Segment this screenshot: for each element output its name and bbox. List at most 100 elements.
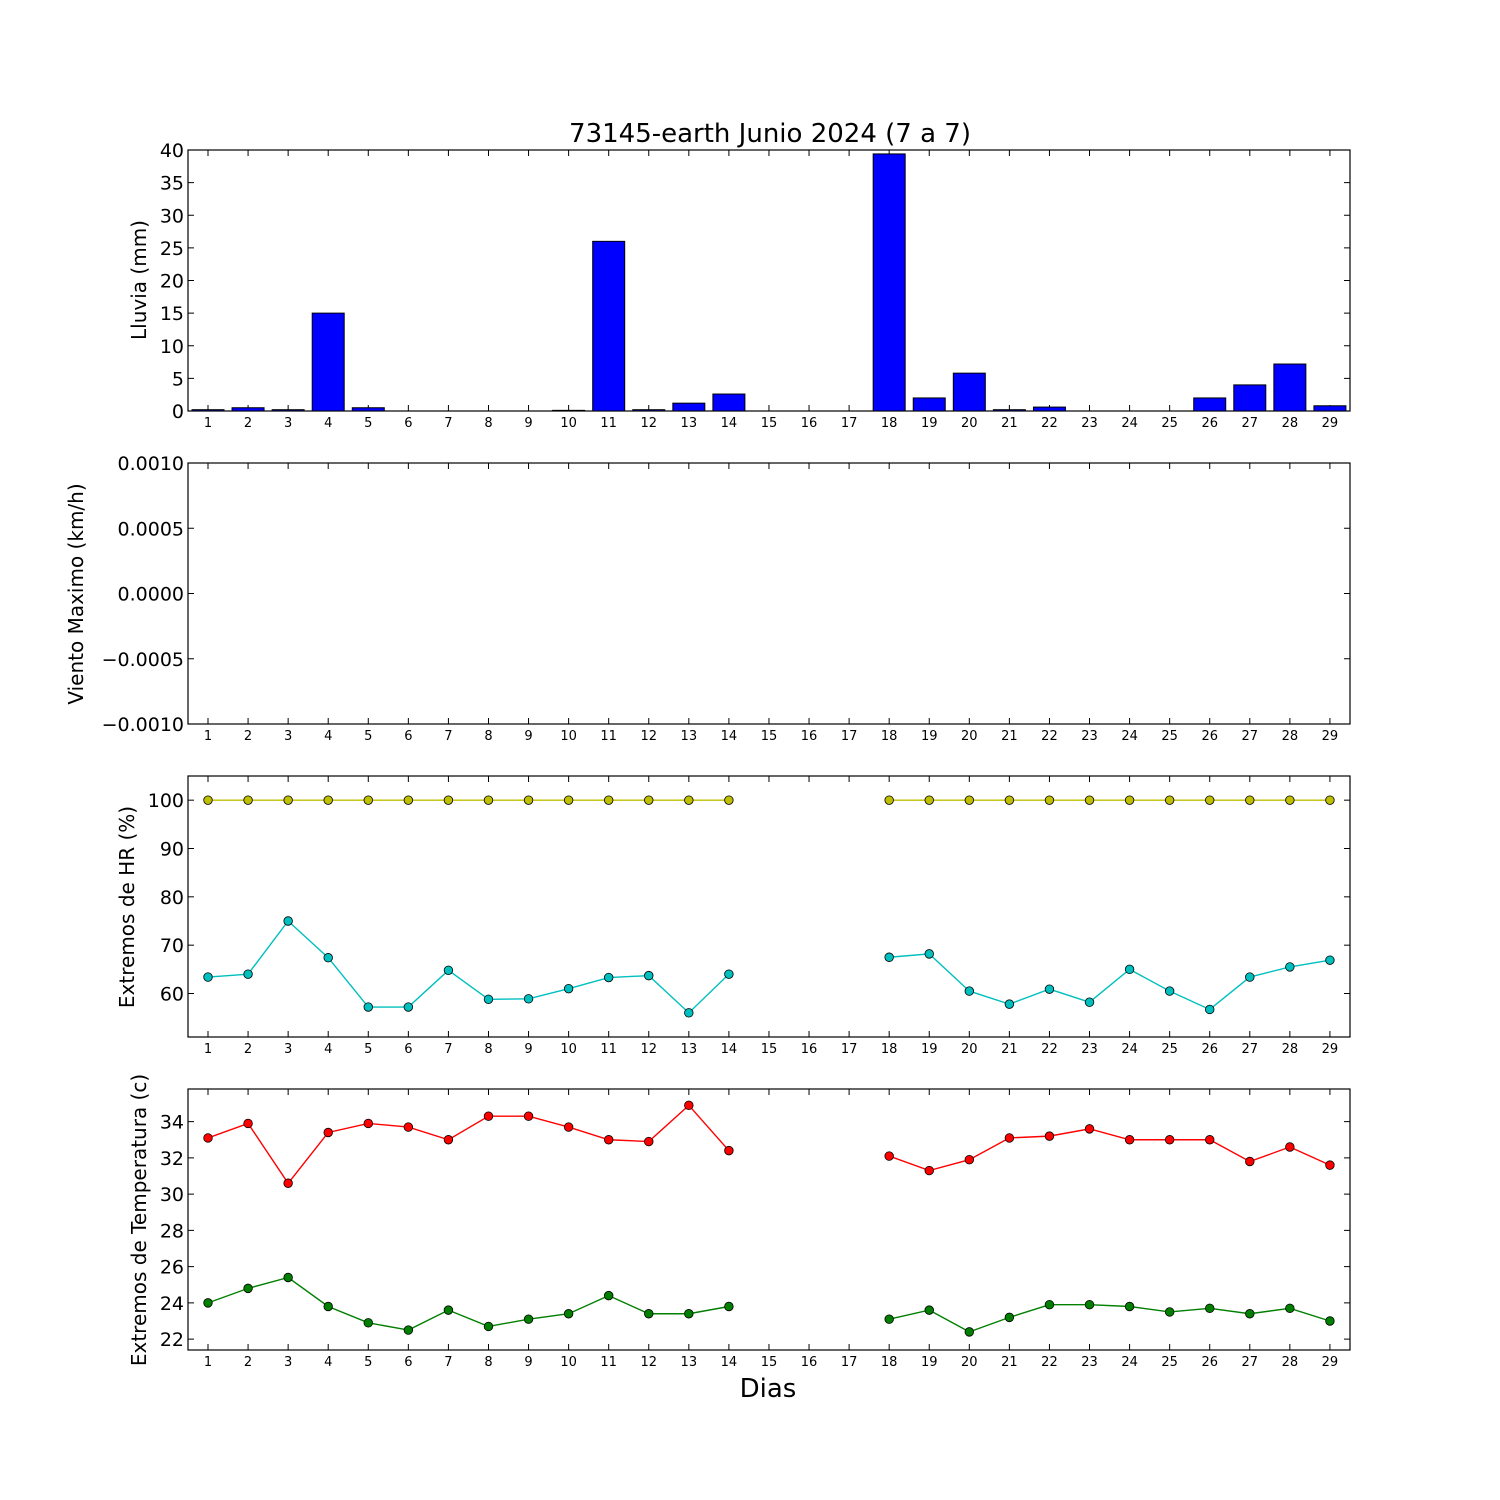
temperature-xtick-label: 4 bbox=[324, 1355, 332, 1370]
humidity-ytick-label: 100 bbox=[148, 790, 184, 812]
temperature-point bbox=[1124, 1301, 1135, 1312]
rain-bar bbox=[872, 153, 906, 412]
temperature-ytick-label: 32 bbox=[160, 1148, 184, 1170]
temperature-xtick-label: 7 bbox=[444, 1355, 452, 1370]
wind-xtick-label: 6 bbox=[404, 729, 412, 744]
rain-xtick-label: 6 bbox=[404, 416, 412, 431]
temperature-point bbox=[1084, 1124, 1095, 1134]
humidity-point bbox=[1245, 972, 1255, 982]
temperature-point bbox=[1285, 1142, 1295, 1152]
rain-xtick-label: 15 bbox=[761, 416, 778, 431]
temperature-point bbox=[1325, 1160, 1335, 1170]
rain-bar bbox=[632, 409, 666, 412]
wind-xtick-label: 17 bbox=[841, 729, 858, 744]
temperature-point bbox=[363, 1118, 373, 1129]
rain-bar bbox=[592, 240, 626, 412]
rain-xtick-label: 9 bbox=[524, 416, 532, 431]
temperature-xtick-label: 17 bbox=[841, 1355, 858, 1370]
temperature-xtick-label: 26 bbox=[1201, 1355, 1218, 1370]
temperature-point bbox=[1205, 1303, 1215, 1314]
rain-bar bbox=[552, 409, 586, 412]
temperature-ytick-label: 28 bbox=[160, 1220, 184, 1242]
humidity-xtick-label: 25 bbox=[1161, 1042, 1178, 1057]
humidity-point bbox=[964, 795, 975, 805]
humidity-point bbox=[563, 983, 574, 994]
temperature-point bbox=[1084, 1299, 1095, 1310]
temperature-xtick-label: 25 bbox=[1161, 1355, 1178, 1370]
temperature-xtick-label: 12 bbox=[640, 1355, 657, 1370]
humidity-point bbox=[283, 916, 293, 926]
humidity-point bbox=[924, 949, 934, 959]
humidity-xtick-label: 8 bbox=[484, 1042, 492, 1057]
humidity-point bbox=[684, 1008, 694, 1018]
rain-ytick-label: 25 bbox=[160, 238, 184, 260]
wind-xtick-label: 18 bbox=[881, 729, 898, 744]
humidity-ytick-label: 70 bbox=[160, 935, 184, 957]
temperature-point bbox=[323, 1127, 333, 1138]
wind-xtick-label: 2 bbox=[244, 729, 252, 744]
wind-ytick-label: 0.0005 bbox=[118, 518, 184, 540]
temperature-xtick-label: 1 bbox=[204, 1355, 212, 1370]
temperature-point bbox=[523, 1314, 534, 1324]
humidity-point bbox=[644, 795, 654, 805]
humidity-xtick-label: 16 bbox=[801, 1042, 818, 1057]
humidity-xtick-label: 19 bbox=[921, 1042, 938, 1057]
wind-ytick-label: −0.0005 bbox=[102, 649, 184, 671]
wind-xtick-label: 8 bbox=[484, 729, 492, 744]
wind-xtick-label: 14 bbox=[721, 729, 738, 744]
rain-xtick-label: 2 bbox=[244, 416, 252, 431]
temperature-ytick-label: 22 bbox=[160, 1329, 184, 1351]
wind-ytick-label: 0.0000 bbox=[118, 584, 184, 606]
wind-xtick-label: 10 bbox=[560, 729, 577, 744]
temperature-point bbox=[884, 1314, 894, 1324]
rain-ytick-label: 30 bbox=[160, 205, 184, 227]
temperature-point bbox=[1285, 1303, 1295, 1314]
temperature-point bbox=[443, 1305, 454, 1315]
rain-ytick-label: 0 bbox=[172, 401, 184, 423]
humidity-point bbox=[1325, 795, 1335, 805]
humidity-xtick-label: 4 bbox=[324, 1042, 332, 1057]
humidity-xtick-label: 7 bbox=[444, 1042, 452, 1057]
wind-xtick-label: 26 bbox=[1201, 729, 1218, 744]
temperature-point bbox=[203, 1298, 213, 1308]
wind-xtick-label: 23 bbox=[1081, 729, 1098, 744]
rain-xtick-label: 4 bbox=[324, 416, 332, 431]
temperature-point bbox=[443, 1135, 454, 1145]
temperature-xtick-label: 19 bbox=[921, 1355, 938, 1370]
temperature-xtick-label: 27 bbox=[1242, 1355, 1259, 1370]
rain-bar bbox=[1233, 384, 1267, 412]
temperature-xtick-label: 22 bbox=[1041, 1355, 1058, 1370]
humidity-point bbox=[203, 795, 213, 805]
temperature-frame bbox=[187, 1088, 1351, 1351]
temperature-point bbox=[644, 1136, 654, 1147]
humidity-ylabel: Extremos de HR (%) bbox=[115, 806, 139, 1008]
humidity-xtick-label: 22 bbox=[1041, 1042, 1058, 1057]
temperature-xtick-label: 10 bbox=[560, 1355, 577, 1370]
humidity-point bbox=[924, 795, 934, 805]
rain-ytick-label: 15 bbox=[160, 303, 184, 325]
wind-xtick-label: 9 bbox=[524, 729, 532, 744]
humidity-point bbox=[403, 795, 414, 805]
temperature-point bbox=[403, 1325, 414, 1335]
humidity-point bbox=[363, 1002, 373, 1012]
x-axis-label: Dias bbox=[740, 1374, 797, 1404]
humidity-point bbox=[1044, 795, 1055, 805]
humidity-point bbox=[443, 965, 454, 976]
temperature-series-line bbox=[207, 1276, 730, 1331]
temperature-xtick-label: 9 bbox=[524, 1355, 532, 1370]
humidity-point bbox=[1084, 795, 1095, 805]
temperature-point bbox=[603, 1135, 614, 1145]
humidity-xtick-label: 2 bbox=[244, 1042, 252, 1057]
rain-xtick-label: 11 bbox=[600, 416, 617, 431]
rain-xtick-label: 17 bbox=[841, 416, 858, 431]
humidity-point bbox=[203, 972, 213, 982]
temperature-xtick-label: 15 bbox=[761, 1355, 778, 1370]
temperature-xtick-label: 11 bbox=[600, 1355, 617, 1370]
temperature-ylabel: Extremos de Temperatura (c) bbox=[127, 1074, 151, 1366]
temperature-point bbox=[483, 1321, 494, 1332]
temperature-point bbox=[724, 1301, 734, 1312]
humidity-xtick-label: 26 bbox=[1201, 1042, 1218, 1057]
wind-xtick-label: 16 bbox=[801, 729, 818, 744]
